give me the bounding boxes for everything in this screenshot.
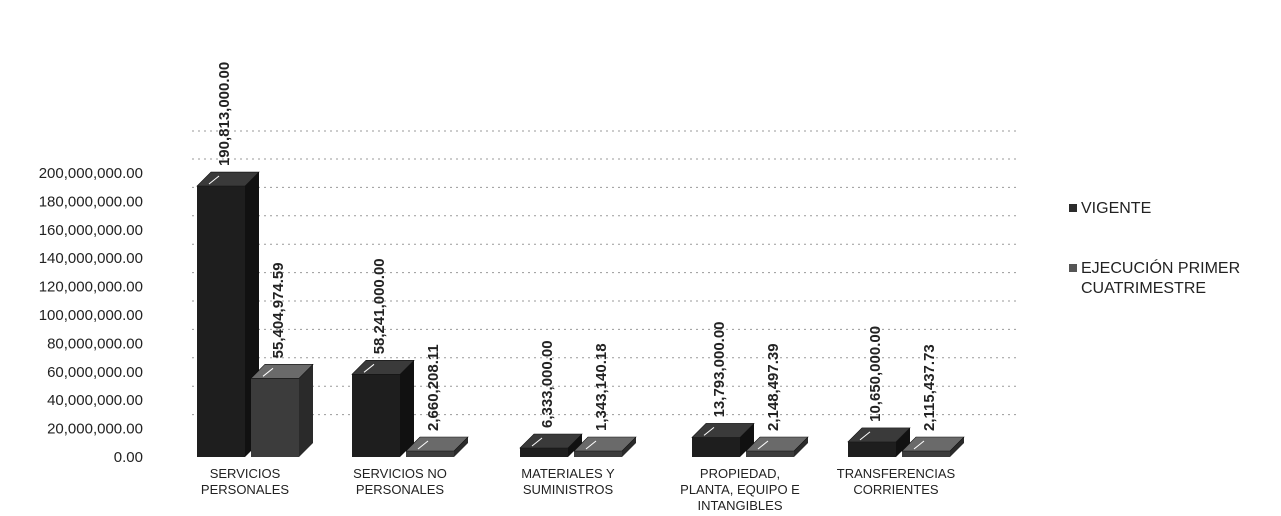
bar-top — [351, 359, 415, 375]
bar — [351, 359, 415, 457]
bar-side — [740, 423, 754, 457]
bar-top — [691, 423, 755, 438]
bar-front — [197, 186, 245, 458]
bar — [901, 436, 965, 457]
bar-side — [622, 437, 636, 457]
bar-highlight — [208, 175, 220, 185]
category-label: SUMINISTROS — [523, 482, 614, 497]
data-label: 2,115,437.73 — [921, 344, 938, 431]
bar — [847, 427, 911, 457]
data-label: 55,404,974.59 — [270, 262, 287, 358]
data-label: 2,660,208.11 — [425, 344, 442, 431]
bar-highlight — [859, 431, 871, 441]
bar-front — [692, 437, 740, 457]
category-label: TRANSFERENCIAS — [837, 466, 956, 481]
bar-side — [400, 360, 414, 457]
bar-front — [848, 441, 896, 457]
y-tick-label: 140,000,000.00 — [39, 250, 143, 267]
data-label: 10,650,000.00 — [867, 326, 884, 422]
bars — [196, 171, 965, 458]
bar-top — [745, 436, 809, 452]
legend-label: VIGENTE — [1081, 200, 1151, 217]
y-tick-label: 20,000,000.00 — [47, 421, 143, 438]
bar-front — [746, 451, 794, 457]
bar-side — [568, 434, 582, 457]
bar-front — [406, 451, 454, 457]
category-label: PLANTA, EQUIPO E — [680, 482, 800, 497]
legend-swatch — [1069, 264, 1077, 272]
legend-swatch — [1069, 204, 1077, 212]
data-label: 13,793,000.00 — [711, 321, 728, 417]
legend: VIGENTE EJECUCIÓN PRIMER CUATRIMESTRE — [1069, 200, 1240, 297]
y-tick-label: 80,000,000.00 — [47, 335, 143, 352]
bar — [405, 436, 469, 457]
bar-top — [847, 427, 911, 443]
bar — [250, 364, 314, 457]
data-label: 2,148,497.39 — [765, 343, 782, 431]
category-label: SERVICIOS NO — [353, 466, 447, 481]
bar-front — [902, 451, 950, 457]
bar-top — [196, 171, 260, 187]
bar-highlight — [262, 367, 274, 377]
bar-front — [520, 448, 568, 457]
y-tick-label: 40,000,000.00 — [47, 392, 143, 409]
bar-highlight — [531, 437, 543, 447]
bar-top — [901, 436, 965, 452]
data-label: 58,241,000.00 — [371, 258, 388, 354]
bar — [196, 171, 260, 458]
bar — [573, 436, 637, 457]
bar-top — [519, 433, 583, 449]
bar-front — [251, 378, 299, 457]
bar-side — [896, 427, 910, 457]
bar-front — [352, 374, 400, 457]
y-tick-label: 200,000,000.00 — [39, 165, 143, 182]
category-label: SERVICIOS — [210, 466, 281, 481]
bar-side — [299, 364, 313, 457]
legend-label: EJECUCIÓN PRIMER — [1081, 258, 1240, 277]
bar-highlight — [757, 440, 769, 450]
bar-highlight — [913, 440, 925, 450]
category-label: CORRIENTES — [853, 482, 939, 497]
category-label: PROPIEDAD, — [700, 466, 780, 481]
y-axis-ticks: 0.00 20,000,000.00 40,000,000.00 60,000,000… — [39, 165, 143, 466]
y-tick-label: 180,000,000.00 — [39, 193, 143, 210]
bar-top — [405, 436, 469, 452]
data-label: 6,333,000.00 — [539, 340, 556, 428]
y-tick-label: 160,000,000.00 — [39, 222, 143, 239]
data-label: 190,813,000.00 — [216, 62, 233, 166]
y-tick-label: 100,000,000.00 — [39, 307, 143, 324]
category-label: PERSONALES — [356, 482, 444, 497]
bar — [745, 436, 809, 457]
y-tick-label: 60,000,000.00 — [47, 364, 143, 381]
legend-label: CUATRIMESTRE — [1081, 280, 1206, 297]
category-label: INTANGIBLES — [697, 498, 782, 513]
data-labels: 190,813,000.00 58,241,000.00 6,333,000.00 1… — [216, 62, 938, 431]
category-label: PERSONALES — [201, 482, 289, 497]
bar-highlight — [585, 440, 597, 450]
bar-top — [573, 436, 637, 452]
y-tick-label: 120,000,000.00 — [39, 279, 143, 296]
bar-highlight — [703, 427, 715, 436]
bar — [519, 433, 583, 457]
y-tick-label: 0.00 — [114, 449, 143, 466]
category-label: MATERIALES Y — [521, 466, 615, 481]
bar-front — [574, 451, 622, 457]
bar-highlight — [417, 440, 429, 450]
bar-side — [950, 437, 964, 457]
bar — [691, 423, 755, 457]
bar-top — [250, 364, 314, 379]
bar-side — [454, 437, 468, 457]
bar-side — [794, 437, 808, 457]
data-label: 1,343,140.18 — [593, 343, 610, 431]
bar-highlight — [363, 363, 375, 373]
gridlines — [192, 130, 1020, 416]
